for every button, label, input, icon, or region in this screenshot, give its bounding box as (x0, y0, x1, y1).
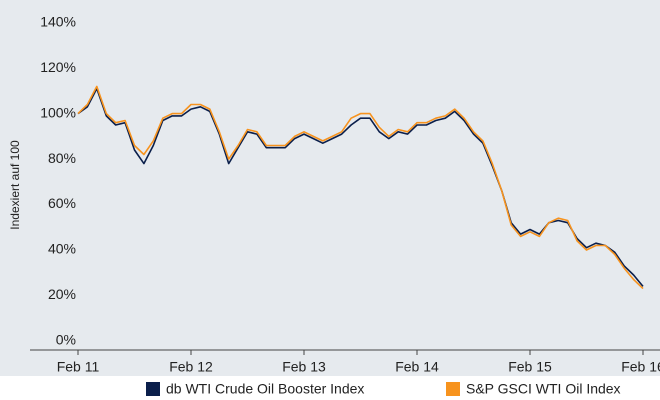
x-tick-label: Feb 15 (508, 359, 552, 375)
x-tick-label: Feb 12 (169, 359, 213, 375)
y-tick-label: 40% (48, 241, 76, 257)
y-tick-label: 80% (48, 150, 76, 166)
legend-swatch (446, 382, 460, 396)
x-tick-label: Feb 13 (282, 359, 326, 375)
y-tick-label: 0% (56, 332, 76, 348)
y-tick-label: 100% (40, 104, 76, 120)
legend-label: db WTI Crude Oil Booster Index (166, 381, 364, 397)
y-axis-label: Indexiert auf 100 (8, 140, 22, 230)
y-tick-label: 120% (40, 59, 76, 75)
series-line (77, 85, 644, 290)
y-tick-label: 140% (40, 13, 76, 29)
x-tick-label: Feb 16 (621, 359, 660, 375)
legend-swatch (146, 382, 160, 396)
x-tick-label: Feb 11 (57, 359, 100, 375)
x-tick-label: Feb 14 (395, 359, 439, 375)
plot-background (0, 0, 660, 376)
y-tick-label: 60% (48, 195, 76, 211)
legend-label: S&P GSCI WTI Oil Index (466, 381, 621, 397)
y-tick-label: 20% (48, 286, 76, 302)
